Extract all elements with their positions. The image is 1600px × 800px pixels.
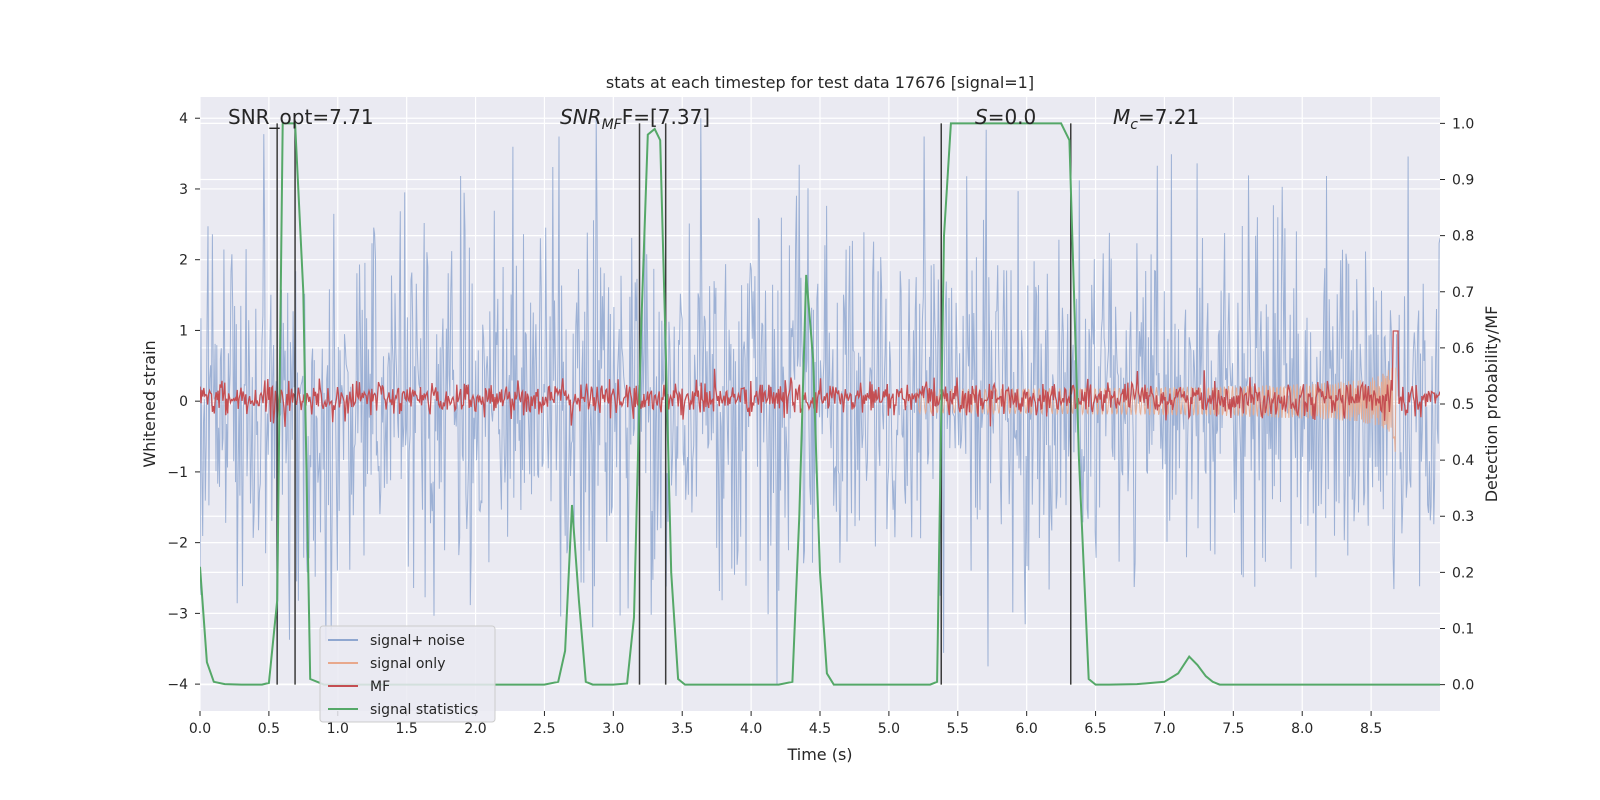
y-left-tick-label: 0 xyxy=(179,394,188,410)
annotation-snr-mf-value: F=[7.37] xyxy=(622,105,710,129)
y-axis-left-label: Whitened strain xyxy=(140,340,159,467)
x-axis-ticks: 0.0 0.5 1.0 1.5 2.0 2.5 3.0 3.5 4.0 4.5 5.0 5.5 6.0 6… xyxy=(189,711,1382,737)
x-tick-label: 5.0 xyxy=(878,721,900,737)
x-tick-label: 0.5 xyxy=(258,721,280,737)
annotation-snr-opt: SNR_opt=7.71 xyxy=(228,105,374,129)
y-right-tick-label: 0.1 xyxy=(1452,621,1474,637)
x-tick-label: 8.5 xyxy=(1360,721,1382,737)
x-axis-label: Time (s) xyxy=(786,745,852,764)
annotation-s: S=0.0 xyxy=(975,105,1036,129)
y-left-tick-label: −4 xyxy=(167,677,188,693)
annotation-mc-sub: c xyxy=(1130,117,1138,133)
annotation-mc: Mc=7.21 xyxy=(1113,105,1199,133)
signal-statistics-series xyxy=(200,122,1440,686)
legend-label-signal-noise: signal+ noise xyxy=(370,633,465,649)
x-tick-label: 8.0 xyxy=(1291,721,1313,737)
chart-title: stats at each timestep for test data 176… xyxy=(606,73,1034,92)
legend-box xyxy=(319,625,496,723)
legend-label-signal-only: signal only xyxy=(370,656,445,672)
x-tick-label: 7.5 xyxy=(1222,721,1244,737)
y-left-tick-label: 3 xyxy=(179,182,188,198)
signal-only-line xyxy=(916,367,1397,452)
y-left-tick-label: −1 xyxy=(167,465,188,481)
y-right-tick-label: 0.5 xyxy=(1452,397,1474,413)
legend-label-signal-statistics: signal statistics xyxy=(370,702,478,718)
annotation-mc-main: M xyxy=(1113,105,1130,129)
legend-label-mf: MF xyxy=(370,679,390,695)
y-left-tick-label: 4 xyxy=(179,111,188,127)
y-right-tick-label: 0.4 xyxy=(1452,453,1474,469)
annotation-snr-mf-main: SNR xyxy=(560,105,602,129)
x-tick-label: 3.0 xyxy=(602,721,624,737)
y-right-tick-label: 0.2 xyxy=(1452,565,1474,581)
x-tick-label: 6.5 xyxy=(1084,721,1106,737)
annotation-s-value: =0.0 xyxy=(988,105,1037,129)
x-tick-label: 7.0 xyxy=(1153,721,1175,737)
signal-only-series xyxy=(916,367,1397,452)
x-tick-label: 2.5 xyxy=(533,721,555,737)
x-tick-label: 6.0 xyxy=(1016,721,1038,737)
mf-line xyxy=(200,330,1440,427)
annotation-snr-mf-sub: MF xyxy=(602,117,623,133)
y-left-tick-label: −2 xyxy=(167,536,188,552)
x-tick-label: 5.5 xyxy=(947,721,969,737)
y-right-tick-label: 0.8 xyxy=(1452,229,1474,245)
annotation-snr-mf: SNRMFF=[7.37] xyxy=(560,105,710,133)
y-axis-left-ticks: 4 3 2 1 0 −1 −2 −3 −4 xyxy=(167,111,200,693)
y-right-tick-label: 0.0 xyxy=(1452,678,1474,694)
y-right-tick-label: 0.6 xyxy=(1452,341,1474,357)
y-right-tick-label: 0.3 xyxy=(1452,509,1474,525)
annotation-s-main: S xyxy=(975,105,988,129)
x-tick-label: 4.0 xyxy=(740,721,762,737)
annotation-mc-value: =7.21 xyxy=(1138,105,1199,129)
x-tick-label: 1.0 xyxy=(327,721,349,737)
x-tick-label: 1.5 xyxy=(396,721,418,737)
x-tick-label: 3.5 xyxy=(671,721,693,737)
y-left-tick-label: 1 xyxy=(179,323,188,339)
y-right-tick-label: 0.7 xyxy=(1452,285,1474,301)
y-left-tick-label: −3 xyxy=(167,606,188,622)
x-tick-label: 4.5 xyxy=(809,721,831,737)
y-left-tick-label: 2 xyxy=(179,253,188,269)
x-tick-label: 2.0 xyxy=(464,721,486,737)
y-axis-right-ticks: 1.0 0.9 0.8 0.7 0.6 0.5 0.4 0.3 0.2 0.1 0.0 xyxy=(1440,116,1474,694)
signal-statistics-line xyxy=(200,122,1440,686)
y-right-tick-label: 0.9 xyxy=(1452,173,1474,189)
legend: signal+ noise signal only MF signal stat… xyxy=(319,625,496,723)
y-axis-right-label: Detection probability/MF xyxy=(1482,306,1501,503)
mf-series xyxy=(200,330,1440,427)
x-tick-label: 0.0 xyxy=(189,721,211,737)
y-right-tick-label: 1.0 xyxy=(1452,116,1474,132)
